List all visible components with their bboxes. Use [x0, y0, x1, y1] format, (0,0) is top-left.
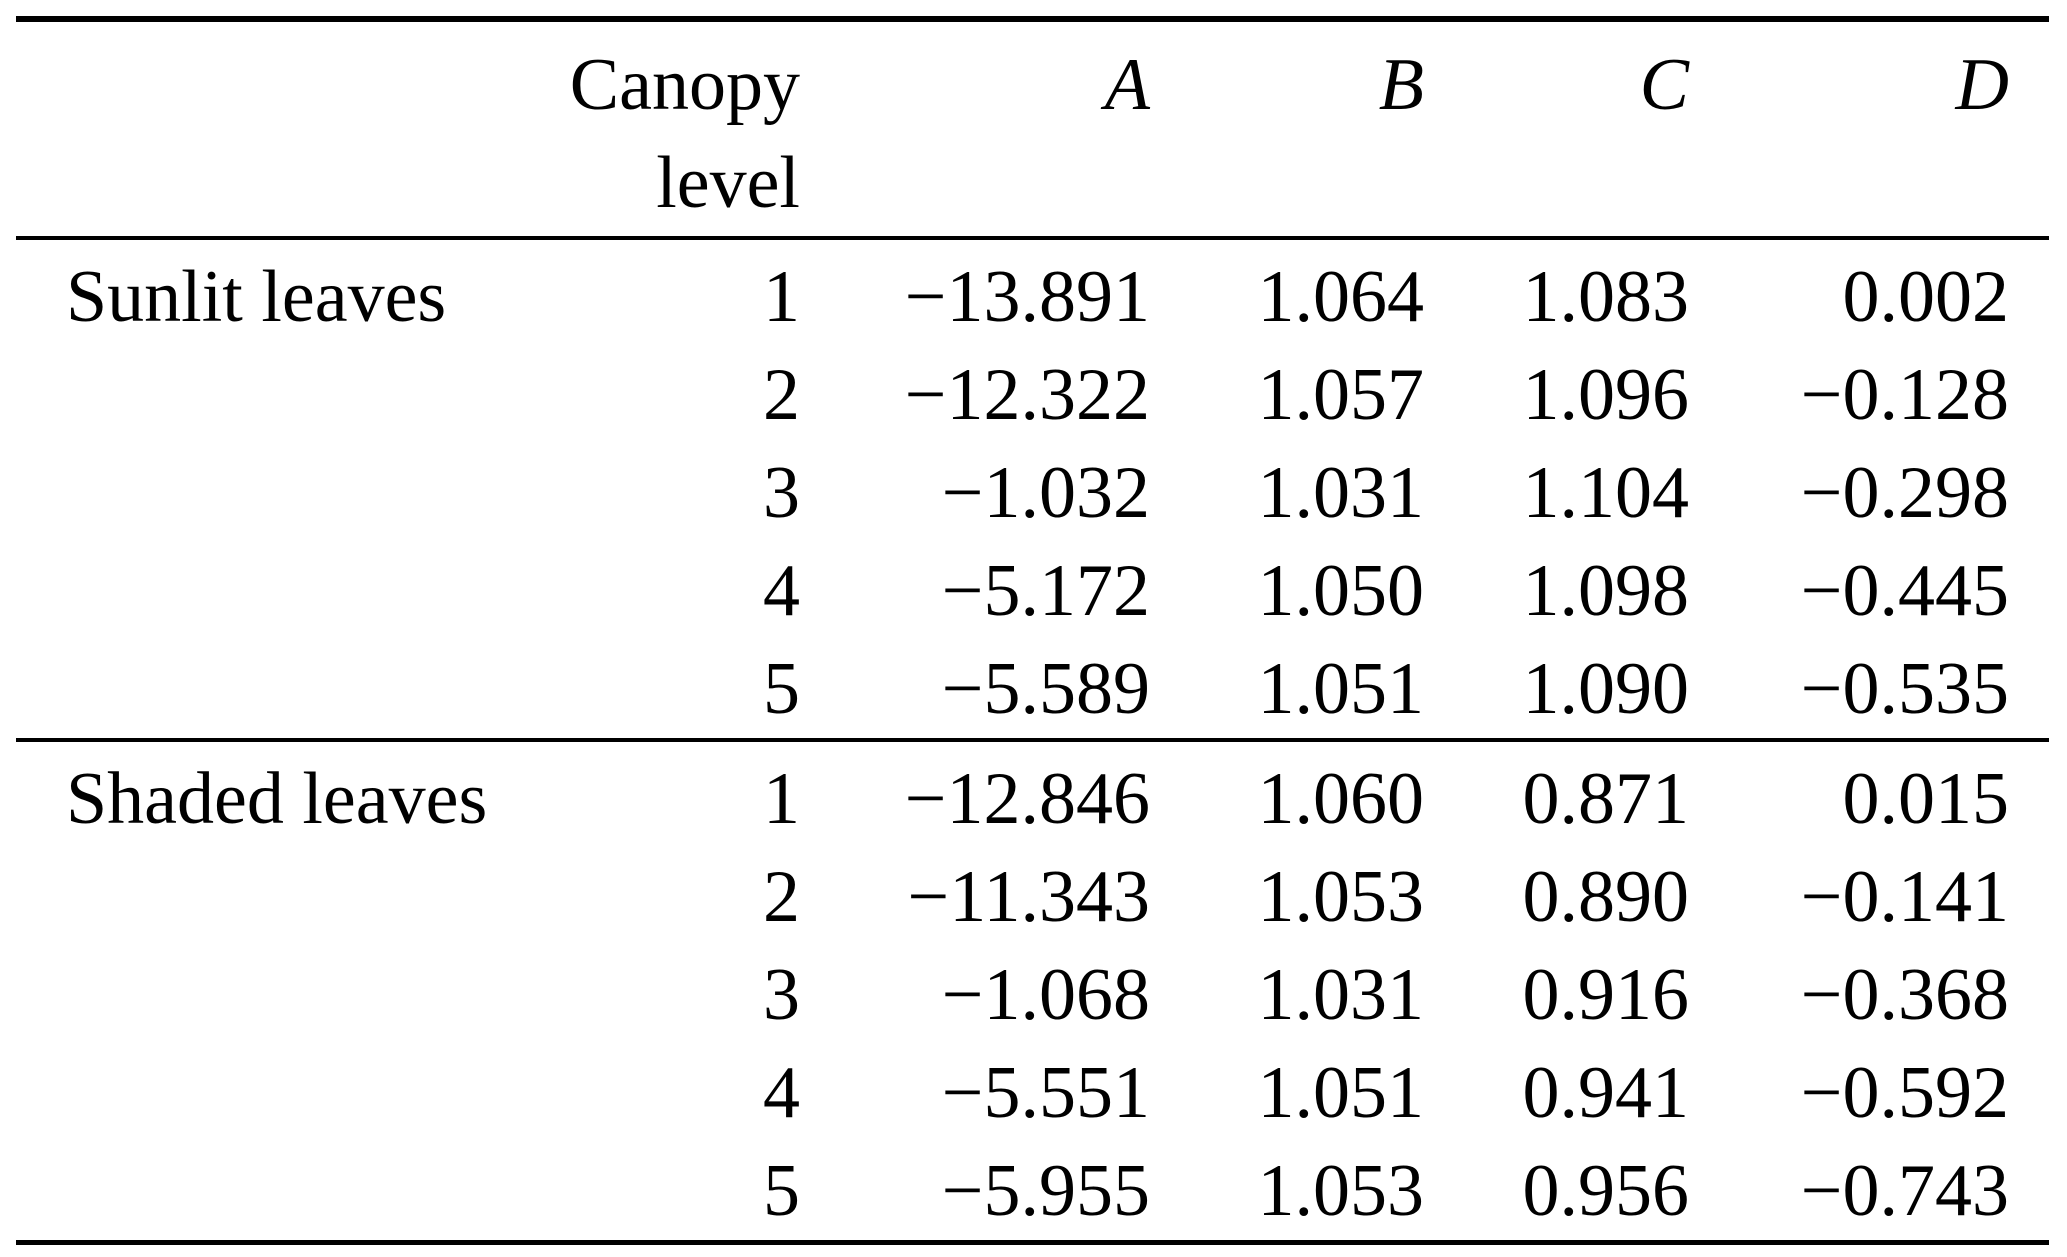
- value-d: −0.298: [1800, 452, 2009, 534]
- table-row: 4 −5.551 1.051 0.941 −0.592: [16, 1044, 2049, 1142]
- value-c: 0.890: [1522, 856, 1690, 938]
- column-header-b: B: [1378, 44, 1424, 126]
- section-label-spacer: [16, 1142, 565, 1243]
- value-c: 0.916: [1522, 954, 1690, 1036]
- section-label-spacer: [16, 640, 565, 740]
- canopy-level-value: 4: [763, 1052, 800, 1134]
- column-header-a: A: [1104, 44, 1150, 126]
- value-c: 1.083: [1522, 256, 1690, 338]
- value-c: 1.090: [1522, 648, 1690, 730]
- section-label-spacer: [16, 946, 565, 1044]
- value-c: 0.871: [1522, 758, 1690, 840]
- section-label: Shaded leaves: [66, 758, 488, 840]
- table-row: Sunlit leaves 1 −13.891 1.064 1.083 0.00…: [16, 238, 2049, 346]
- value-a: −5.172: [941, 550, 1150, 632]
- canopy-header-line1: Canopy: [569, 44, 800, 126]
- table-row: 3 −1.032 1.031 1.104 −0.298: [16, 444, 2049, 542]
- canopy-level-value: 5: [763, 1150, 800, 1232]
- value-c: 1.096: [1522, 354, 1690, 436]
- column-header-canopy-level: Canopy level: [565, 19, 845, 238]
- value-b: 1.060: [1257, 758, 1425, 840]
- value-d: −0.592: [1800, 1052, 2009, 1134]
- table-header: Canopy level A B C D: [16, 19, 2049, 238]
- value-a: −1.032: [941, 452, 1150, 534]
- value-c: 1.098: [1522, 550, 1690, 632]
- section-label-spacer: [16, 444, 565, 542]
- value-b: 1.031: [1257, 954, 1425, 1036]
- value-a: −5.955: [941, 1150, 1150, 1232]
- canopy-level-value: 3: [763, 452, 800, 534]
- table-row: 2 −12.322 1.057 1.096 −0.128: [16, 346, 2049, 444]
- section-label-spacer: [16, 542, 565, 640]
- canopy-level-value: 3: [763, 954, 800, 1036]
- coefficients-table: Canopy level A B C D Sunlit leaves 1 −13…: [16, 16, 2049, 1245]
- paper-table-container: Canopy level A B C D Sunlit leaves 1 −13…: [16, 16, 2049, 1245]
- value-d: −0.535: [1800, 648, 2009, 730]
- value-b: 1.051: [1257, 648, 1425, 730]
- value-a: −11.343: [907, 856, 1151, 938]
- canopy-level-value: 1: [763, 758, 800, 840]
- value-c: 0.956: [1522, 1150, 1690, 1232]
- value-b: 1.064: [1257, 256, 1425, 338]
- canopy-level-value: 2: [763, 354, 800, 436]
- value-b: 1.053: [1257, 1150, 1425, 1232]
- column-header-c: C: [1639, 44, 1689, 126]
- value-d: −0.368: [1800, 954, 2009, 1036]
- value-d: −0.128: [1800, 354, 2009, 436]
- table-row: 5 −5.589 1.051 1.090 −0.535: [16, 640, 2049, 740]
- section-label: Sunlit leaves: [66, 256, 447, 338]
- header-row: Canopy level A B C D: [16, 19, 2049, 238]
- section-label-spacer: [16, 848, 565, 946]
- value-a: −12.846: [904, 758, 1150, 840]
- value-b: 1.057: [1257, 354, 1425, 436]
- value-d: −0.743: [1800, 1150, 2009, 1232]
- value-a: −5.551: [941, 1052, 1150, 1134]
- value-b: 1.053: [1257, 856, 1425, 938]
- value-b: 1.050: [1257, 550, 1425, 632]
- value-a: −5.589: [941, 648, 1150, 730]
- canopy-level-value: 5: [763, 648, 800, 730]
- value-d: −0.141: [1800, 856, 2009, 938]
- table-row: 2 −11.343 1.053 0.890 −0.141: [16, 848, 2049, 946]
- canopy-level-value: 4: [763, 550, 800, 632]
- table-row: 5 −5.955 1.053 0.956 −0.743: [16, 1142, 2049, 1243]
- section-label-spacer: [16, 346, 565, 444]
- section-sunlit-leaves: Sunlit leaves 1 −13.891 1.064 1.083 0.00…: [16, 238, 2049, 740]
- value-d: 0.015: [1842, 758, 2010, 840]
- table-row: 3 −1.068 1.031 0.916 −0.368: [16, 946, 2049, 1044]
- value-d: −0.445: [1800, 550, 2009, 632]
- section-shaded-leaves: Shaded leaves 1 −12.846 1.060 0.871 0.01…: [16, 740, 2049, 1243]
- value-b: 1.031: [1257, 452, 1425, 534]
- canopy-level-value: 1: [763, 256, 800, 338]
- table-row: Shaded leaves 1 −12.846 1.060 0.871 0.01…: [16, 740, 2049, 848]
- canopy-level-value: 2: [763, 856, 800, 938]
- header-empty-cell: [16, 19, 565, 238]
- value-c: 0.941: [1522, 1052, 1690, 1134]
- canopy-header-line2: level: [656, 142, 800, 224]
- value-b: 1.051: [1257, 1052, 1425, 1134]
- value-a: −13.891: [904, 256, 1150, 338]
- section-label-spacer: [16, 1044, 565, 1142]
- table-row: 4 −5.172 1.050 1.098 −0.445: [16, 542, 2049, 640]
- column-header-d: D: [1955, 44, 2009, 126]
- value-d: 0.002: [1842, 256, 2010, 338]
- value-a: −1.068: [941, 954, 1150, 1036]
- value-a: −12.322: [904, 354, 1150, 436]
- value-c: 1.104: [1522, 452, 1690, 534]
